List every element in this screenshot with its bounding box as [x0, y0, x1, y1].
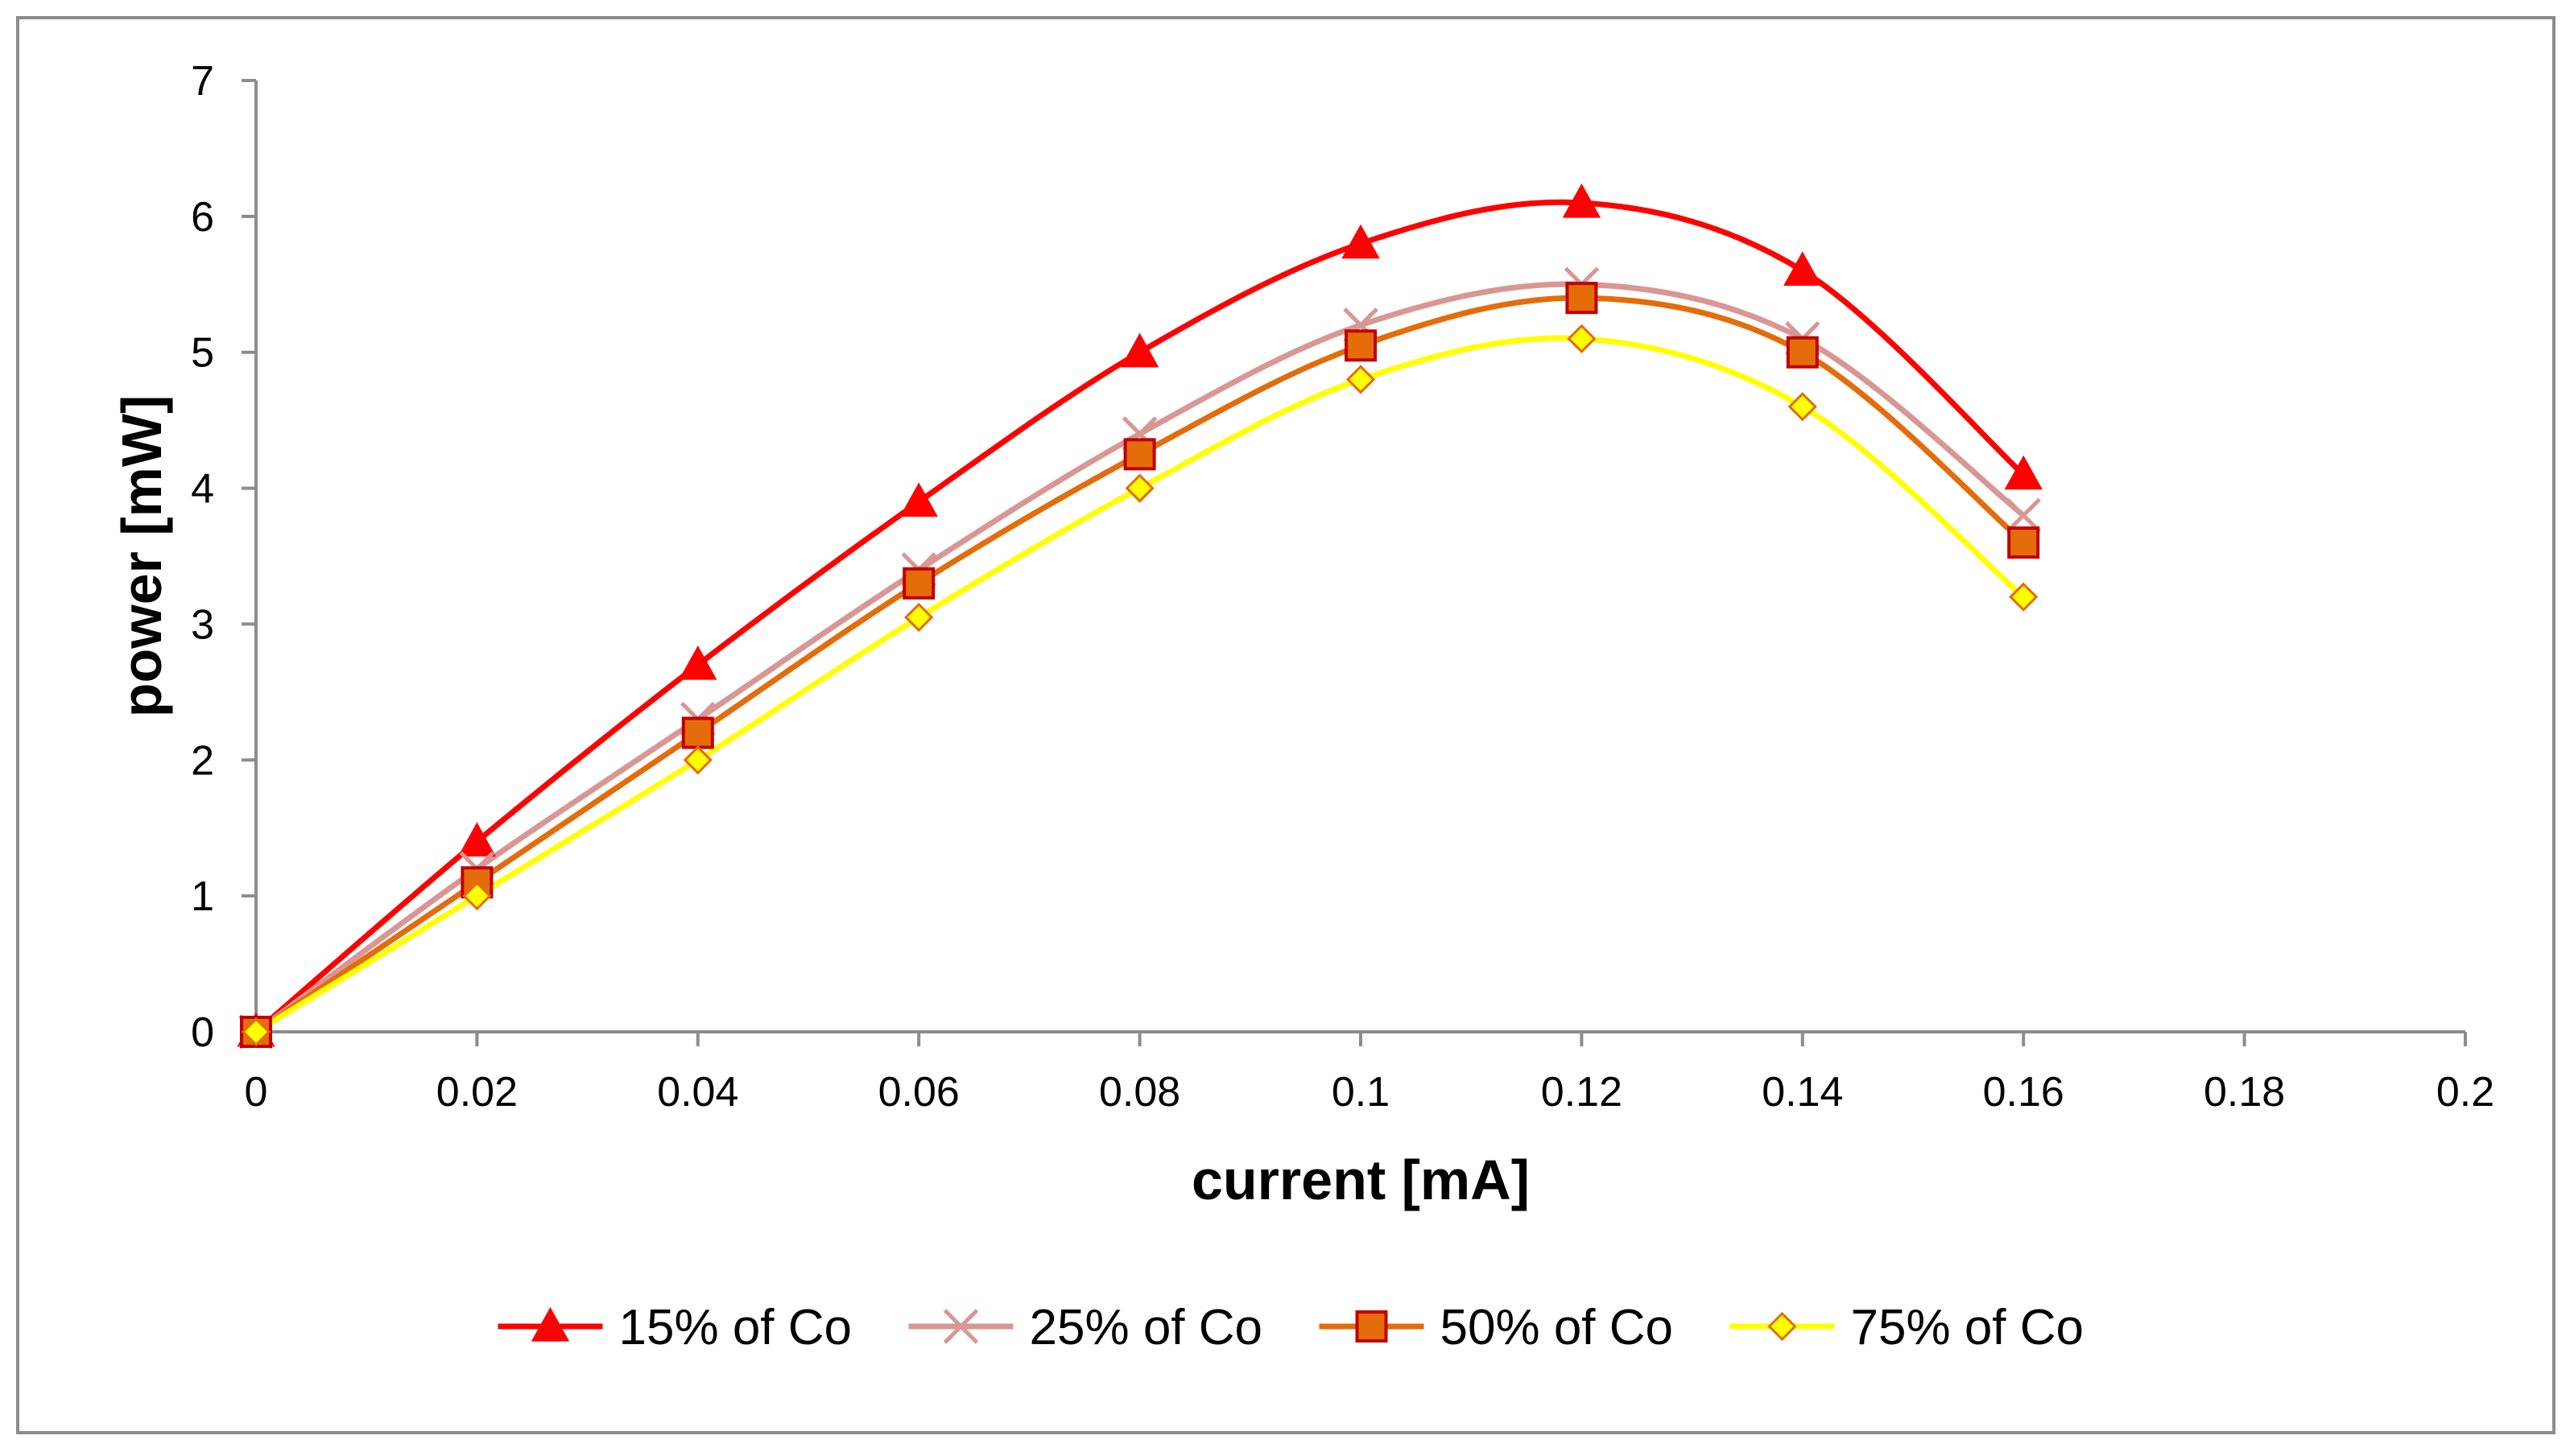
series-line-0 — [253, 199, 2027, 1035]
data-point — [683, 745, 713, 775]
data-point — [903, 567, 936, 600]
data-point — [2006, 497, 2041, 534]
x-tick-label: 0.08 — [1099, 1069, 1180, 1116]
data-point — [2009, 582, 2039, 612]
y-tick-label: 5 — [191, 330, 214, 377]
y-tick-label: 3 — [191, 601, 214, 648]
y-axis-title: power [mW] — [110, 395, 173, 718]
series-markers-2 — [240, 282, 2040, 1048]
data-point — [2004, 455, 2043, 490]
legend-item-1: 25% of Co — [908, 1300, 1263, 1355]
data-point — [1787, 392, 1817, 422]
legend-swatch-marker — [1355, 1310, 1388, 1343]
x-tick-label: 0.02 — [436, 1069, 518, 1116]
x-tick-label: 0.14 — [1762, 1069, 1843, 1116]
marker-x-stroke — [2006, 497, 2041, 534]
data-point — [1783, 251, 1822, 286]
x-tick-label: 0.2 — [2436, 1069, 2494, 1116]
data-point — [679, 646, 717, 680]
legend-label: 50% of Co — [1440, 1300, 1674, 1355]
legend-swatch-marker — [1767, 1311, 1797, 1342]
legend-label: 15% of Co — [619, 1300, 853, 1355]
data-point — [1786, 336, 1819, 369]
x-tick-label: 0.16 — [1983, 1069, 2064, 1116]
axes-layer: 0 1 2 3 4 5 6 7 0 0.02 0.04 0.06 0.08 0.1 0.12 0.14 0.16… — [110, 58, 2494, 1211]
y-tick-label: 2 — [191, 737, 214, 784]
data-point — [1341, 224, 1380, 259]
data-point — [899, 482, 938, 518]
data-point — [1125, 473, 1155, 503]
x-axis-title: current [mA] — [1192, 1149, 1530, 1211]
series-markers-3 — [241, 324, 2039, 1047]
data-point — [241, 1017, 271, 1047]
legend-swatch-marker — [531, 1306, 570, 1342]
series-markers-0 — [237, 183, 2043, 1047]
x-tick-label: 0.06 — [878, 1069, 960, 1116]
data-point — [1567, 324, 1597, 353]
x-tick-label: 0.12 — [1541, 1069, 1622, 1116]
data-point — [1562, 183, 1601, 218]
legend-layer: 15% of Co 25% of Co 50% of Co 75% of Co — [498, 1300, 2084, 1355]
series-line-2 — [253, 295, 2027, 1035]
data-point — [1345, 329, 1377, 362]
data-point — [681, 716, 714, 749]
y-tick-label: 7 — [191, 58, 214, 105]
x-tick-label: 0 — [245, 1069, 268, 1116]
data-point — [1123, 438, 1156, 471]
legend-label: 25% of Co — [1030, 1300, 1263, 1355]
series-line-1 — [253, 281, 2027, 1035]
data-point — [462, 881, 492, 911]
data-point — [1120, 332, 1159, 368]
data-point — [2007, 526, 2040, 559]
legend-swatch-marker — [943, 1309, 979, 1344]
y-tick-label: 1 — [191, 873, 214, 920]
y-tick-label: 4 — [191, 466, 214, 513]
x-tick-label: 0.04 — [657, 1069, 738, 1116]
marker-x-stroke — [943, 1309, 979, 1344]
data-point — [1345, 365, 1376, 394]
y-tick-label: 6 — [191, 194, 214, 241]
series-layer — [237, 183, 2043, 1050]
legend-item-3: 75% of Co — [1729, 1300, 2084, 1355]
data-point — [457, 822, 497, 857]
x-tick-label: 0.1 — [1332, 1069, 1390, 1116]
data-point — [904, 602, 934, 633]
chart-frame — [16, 16, 2555, 1434]
legend-item-2: 50% of Co — [1319, 1300, 1674, 1355]
series-markers-1 — [238, 266, 2041, 1050]
y-tick-label: 0 — [191, 1009, 214, 1056]
legend-label: 75% of Co — [1851, 1300, 2084, 1355]
legend-item-0: 15% of Co — [498, 1300, 853, 1355]
x-tick-label: 0.18 — [2204, 1069, 2285, 1116]
data-point — [1565, 282, 1598, 315]
